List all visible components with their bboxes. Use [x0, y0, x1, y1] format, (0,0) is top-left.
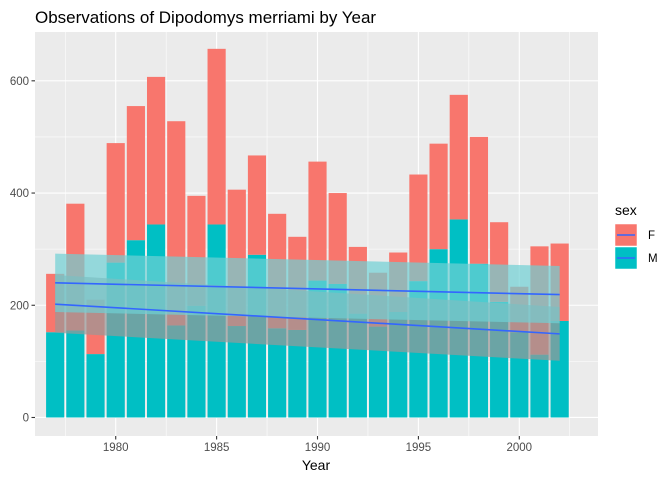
y-tick-label: 0 — [23, 412, 29, 424]
trend-line — [55, 282, 560, 296]
bar-m — [227, 326, 246, 418]
bar-f — [207, 48, 226, 225]
x-tick-label: 1995 — [406, 442, 432, 454]
bar-f — [126, 106, 145, 241]
x-tick-label: 2000 — [507, 442, 533, 454]
y-tick-label: 600 — [10, 76, 29, 88]
bar-f — [308, 161, 327, 281]
legend-title: sex — [615, 202, 637, 218]
y-axis: 0 200 400 600 — [10, 76, 35, 424]
bar-m — [167, 325, 186, 418]
bar-f — [409, 174, 428, 282]
x-tick-label: 1990 — [305, 442, 331, 454]
bar-f — [469, 136, 489, 264]
bar-f — [449, 94, 468, 220]
bar-f — [247, 155, 267, 255]
bar-m — [86, 354, 105, 418]
x-tick-label: 1980 — [103, 442, 129, 454]
bar-f — [106, 143, 125, 263]
bar-m — [268, 328, 287, 418]
bar-f — [429, 143, 448, 250]
x-tick-label: 1985 — [204, 442, 230, 454]
x-axis-title: Year — [302, 457, 331, 473]
y-tick-label: 400 — [10, 188, 29, 200]
y-tick-label: 200 — [10, 300, 29, 312]
legend-label-f: F — [648, 230, 655, 242]
bar-m — [530, 354, 549, 418]
trend-line — [55, 303, 560, 335]
chart-title: Observations of Dipodomys merriami by Ye… — [35, 8, 376, 27]
legend-label-m: M — [648, 253, 658, 265]
bar-m — [46, 332, 65, 418]
trend-lines — [55, 282, 560, 335]
bar-f — [146, 76, 166, 225]
legend: sex FM — [614, 202, 658, 270]
x-axis: 1980 1985 1990 1995 2000 — [103, 436, 532, 454]
bar-m — [288, 329, 307, 418]
bar-m — [66, 330, 85, 418]
